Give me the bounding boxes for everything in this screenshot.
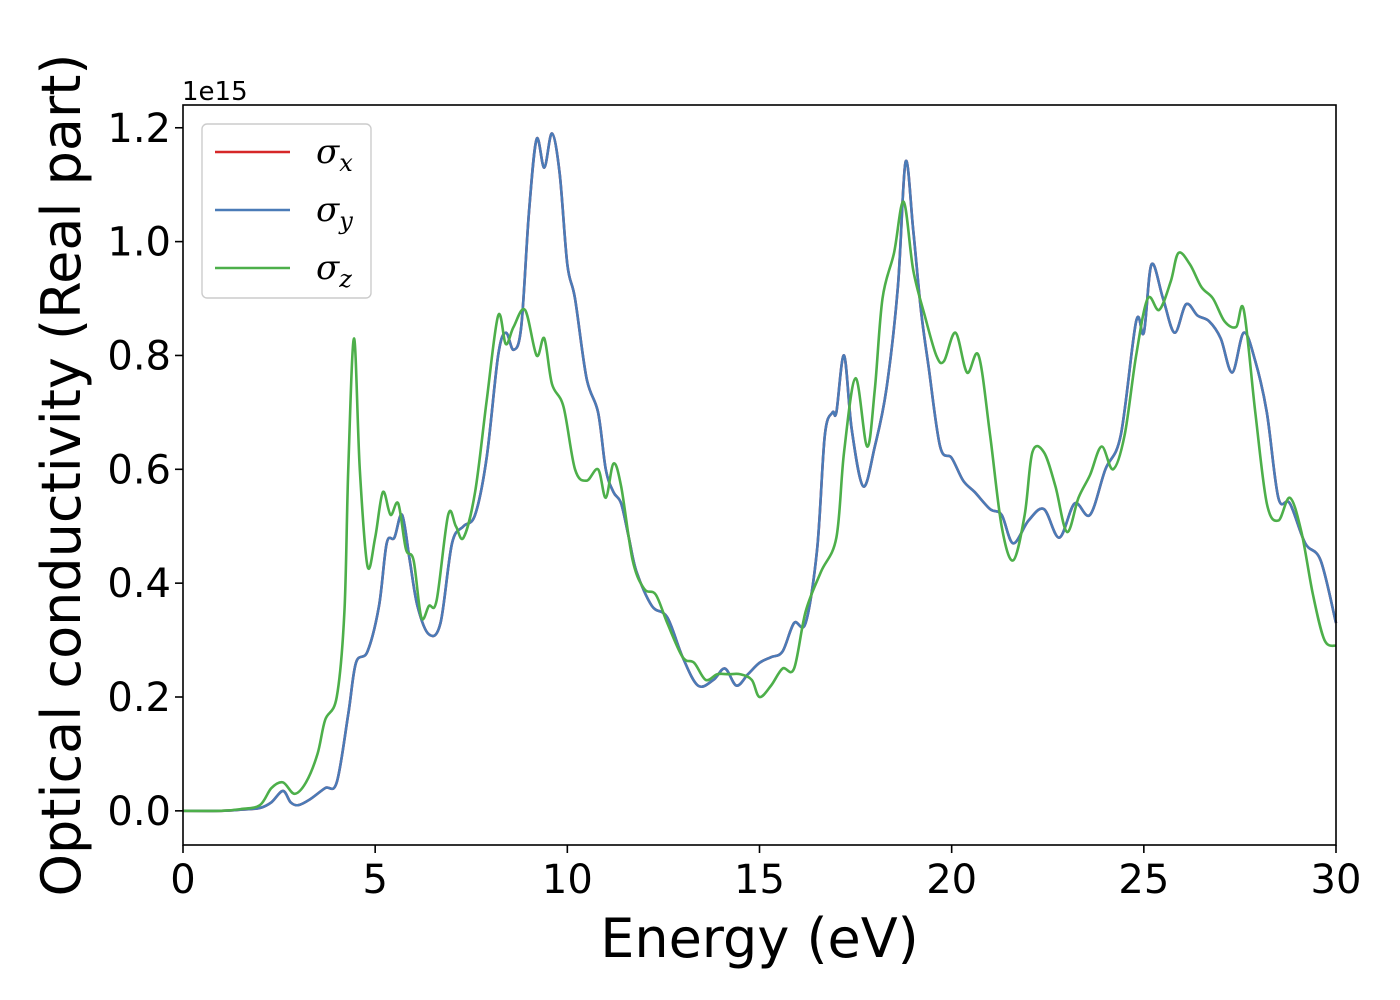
y-tick-label: 0.0 — [107, 789, 171, 835]
y-tick-label: 0.4 — [107, 561, 171, 607]
y-axis-label: Optical conductivity (Real part) — [30, 54, 93, 897]
y-tick-label: 0.6 — [107, 447, 171, 493]
x-tick-label: 5 — [362, 857, 387, 903]
series-line-y — [182, 132, 1338, 813]
y-axis-ticks: 0.0 0.2 0.4 0.6 0.8 1.0 1.2 — [107, 106, 183, 835]
y-tick-label: 1.2 — [107, 106, 171, 152]
legend: σx σy σz — [201, 123, 372, 299]
plot-lines — [182, 132, 1338, 813]
series-line-z — [182, 200, 1337, 813]
x-tick-label: 0 — [170, 857, 195, 903]
x-axis-ticks: 0 5 10 15 20 25 30 — [170, 845, 1361, 903]
x-tick-label: 30 — [1311, 857, 1362, 903]
y-offset-label: 1e15 — [182, 77, 248, 107]
x-tick-label: 15 — [734, 857, 785, 903]
legend-label-x: σx — [316, 132, 353, 177]
legend-label-z: σz — [316, 248, 352, 293]
y-tick-label: 1.0 — [107, 220, 171, 266]
y-tick-label: 0.8 — [107, 333, 171, 379]
x-axis-label: Energy (eV) — [600, 907, 919, 970]
legend-entries: σx σy σz — [215, 132, 353, 293]
x-tick-label: 25 — [1118, 857, 1169, 903]
y-tick-label: 0.2 — [107, 675, 171, 721]
x-tick-label: 20 — [926, 857, 977, 903]
x-tick-label: 10 — [542, 857, 593, 903]
legend-label-y: σy — [316, 190, 353, 235]
